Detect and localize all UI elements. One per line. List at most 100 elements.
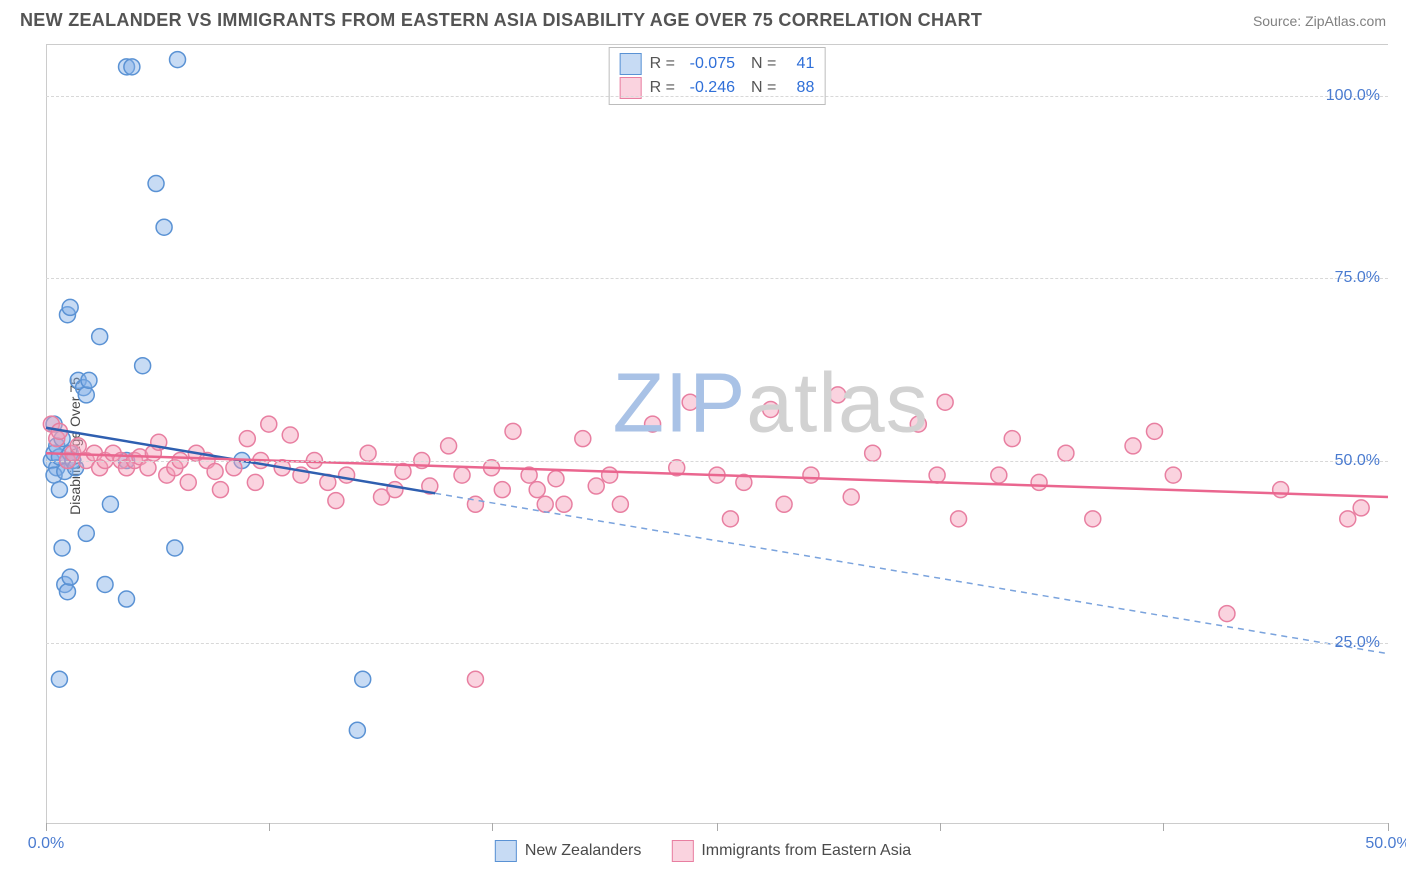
x-tick [1388, 823, 1389, 831]
data-point [81, 372, 97, 388]
data-point [1125, 438, 1141, 454]
data-point [78, 387, 94, 403]
data-point [54, 540, 70, 556]
data-point [207, 463, 223, 479]
gridline [46, 96, 1388, 97]
data-point [59, 584, 75, 600]
data-point [156, 219, 172, 235]
data-point [1340, 511, 1356, 527]
data-point [349, 722, 365, 738]
x-tick-label: 50.0% [1365, 835, 1406, 853]
data-point [261, 416, 277, 432]
data-point [1058, 445, 1074, 461]
legend-item: New Zealanders [495, 840, 642, 862]
data-point [282, 427, 298, 443]
data-point [575, 431, 591, 447]
data-point [247, 474, 263, 490]
data-point [51, 482, 67, 498]
data-point [556, 496, 572, 512]
data-point [1085, 511, 1101, 527]
data-point [830, 387, 846, 403]
y-tick-label: 75.0% [1335, 269, 1380, 287]
data-point [167, 540, 183, 556]
data-point [355, 671, 371, 687]
data-point [682, 394, 698, 410]
data-point [763, 401, 779, 417]
gridline [46, 278, 1388, 279]
data-point [1219, 606, 1235, 622]
data-point [119, 591, 135, 607]
data-point [505, 423, 521, 439]
chart-source: Source: ZipAtlas.com [1253, 13, 1386, 29]
legend-item: Immigrants from Eastern Asia [671, 840, 911, 862]
data-point [51, 671, 67, 687]
y-tick-label: 50.0% [1335, 452, 1380, 470]
data-point [588, 478, 604, 494]
legend-label: New Zealanders [525, 842, 642, 860]
data-point [1273, 482, 1289, 498]
data-point [70, 438, 86, 454]
series-legend: New Zealanders Immigrants from Eastern As… [495, 840, 911, 862]
data-point [148, 176, 164, 192]
data-point [180, 474, 196, 490]
data-point [843, 489, 859, 505]
legend-swatch [671, 840, 693, 862]
data-point [62, 299, 78, 315]
legend-n-value: 41 [784, 52, 814, 76]
x-tick [717, 823, 718, 831]
data-point [339, 467, 355, 483]
data-point [467, 671, 483, 687]
data-point [454, 467, 470, 483]
data-point [328, 493, 344, 509]
data-point [929, 467, 945, 483]
data-point [722, 511, 738, 527]
data-point [910, 416, 926, 432]
gridline [46, 643, 1388, 644]
data-point [441, 438, 457, 454]
chart-header: NEW ZEALANDER VS IMMIGRANTS FROM EASTERN… [0, 0, 1406, 37]
legend-label: Immigrants from Eastern Asia [701, 842, 911, 860]
data-point [1031, 474, 1047, 490]
data-point [78, 525, 94, 541]
scatter-plot-svg [46, 45, 1388, 823]
data-point [645, 416, 661, 432]
data-point [865, 445, 881, 461]
data-point [360, 445, 376, 461]
data-point [97, 576, 113, 592]
data-point [529, 482, 545, 498]
data-point [212, 482, 228, 498]
data-point [140, 460, 156, 476]
x-tick-label: 0.0% [28, 835, 64, 853]
x-tick [1163, 823, 1164, 831]
x-tick [492, 823, 493, 831]
chart-plot-area: ZIPatlas R =-0.075N =41R =-0.246N =88 25… [46, 44, 1388, 824]
data-point [602, 467, 618, 483]
data-point [548, 471, 564, 487]
trend-line-extension [435, 493, 1388, 653]
data-point [494, 482, 510, 498]
data-point [1165, 467, 1181, 483]
data-point [803, 467, 819, 483]
chart-title: NEW ZEALANDER VS IMMIGRANTS FROM EASTERN… [20, 10, 982, 31]
data-point [951, 511, 967, 527]
data-point [1353, 500, 1369, 516]
data-point [135, 358, 151, 374]
data-point [387, 482, 403, 498]
data-point [991, 467, 1007, 483]
x-tick [269, 823, 270, 831]
data-point [92, 329, 108, 345]
legend-r-label: R = [650, 52, 675, 76]
data-point [1146, 423, 1162, 439]
y-tick-label: 25.0% [1335, 634, 1380, 652]
y-tick-label: 100.0% [1326, 87, 1380, 105]
data-point [170, 52, 186, 68]
data-point [102, 496, 118, 512]
gridline [46, 461, 1388, 462]
data-point [239, 431, 255, 447]
data-point [62, 569, 78, 585]
legend-n-label: N = [751, 52, 776, 76]
legend-swatch [620, 53, 642, 75]
x-tick [940, 823, 941, 831]
x-tick [46, 823, 47, 831]
data-point [226, 460, 242, 476]
